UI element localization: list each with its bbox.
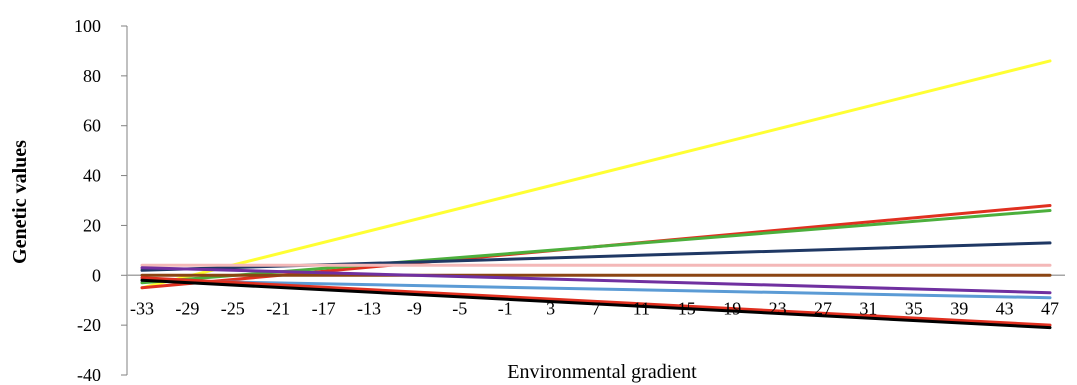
x-tick-label: -21 <box>266 298 290 318</box>
series-line-9 <box>140 276 1052 327</box>
x-tick-label: -9 <box>407 298 422 318</box>
x-tick-label: 7 <box>592 298 601 318</box>
x-axis-title: Environmental gradient <box>507 361 697 383</box>
y-tick-label: 20 <box>83 215 101 235</box>
x-tick-label: 43 <box>996 298 1014 318</box>
x-tick-label: -13 <box>357 298 381 318</box>
x-tick-label: 39 <box>950 298 968 318</box>
x-tick-label: 19 <box>723 298 741 318</box>
y-tick-label: 0 <box>92 265 101 285</box>
x-tick-labels: -33 -29 -25 -21 -17 -13 -9 -5 -1 3 7 11 15 19 23 27 31 35… <box>130 298 1059 318</box>
x-tick-label: 27 <box>814 298 832 318</box>
x-tick-label: 11 <box>633 298 650 318</box>
y-tick-label: 40 <box>83 166 101 186</box>
x-tick-label: -29 <box>175 298 199 318</box>
x-tick-label: -33 <box>130 298 154 318</box>
y-tick-label: 80 <box>83 66 101 86</box>
x-tick-label: -5 <box>452 298 467 318</box>
series-line-7 <box>140 266 1052 295</box>
y-tick-label: -40 <box>77 365 101 385</box>
x-tick-label: 15 <box>678 298 696 318</box>
series-group <box>140 59 1052 330</box>
series-line-8 <box>140 278 1052 300</box>
y-tick-label: -20 <box>77 315 101 335</box>
x-tick-label: -25 <box>221 298 245 318</box>
x-tick-label: 23 <box>769 298 787 318</box>
y-axis: -40 -20 0 20 40 60 80 100 <box>74 16 128 385</box>
x-tick-label: -17 <box>312 298 336 318</box>
x-tick-label: 3 <box>546 298 555 318</box>
x-tick-label: -1 <box>498 298 513 318</box>
y-tick-label: 60 <box>83 116 101 136</box>
y-axis-title: Genetic values <box>9 140 31 264</box>
series-line-10 <box>140 278 1052 330</box>
series-line-1 <box>140 59 1052 290</box>
y-tick-label: 100 <box>74 16 101 36</box>
x-tick-label: 35 <box>905 298 923 318</box>
x-tick-label: 47 <box>1041 298 1059 318</box>
x-tick-label: 31 <box>859 298 877 318</box>
